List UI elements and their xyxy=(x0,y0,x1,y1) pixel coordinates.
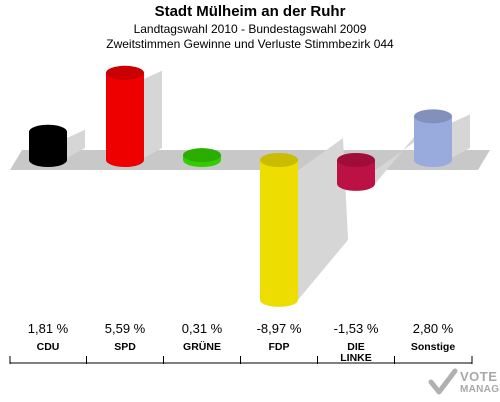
value-label-sonstige: 2,80 % xyxy=(413,321,454,336)
bar-body-sonstige xyxy=(414,116,452,160)
logo-text-vote: VOTE xyxy=(460,369,498,384)
bar-cdu xyxy=(29,124,67,167)
bar-bottom-cap-spd xyxy=(106,153,144,167)
category-label-spd: SPD xyxy=(114,341,136,353)
value-label-grüne: 0,31 % xyxy=(182,321,223,336)
category-label-die-linke-2: LINKE xyxy=(340,352,372,364)
bar-bottom-cap-die-linke xyxy=(337,176,375,191)
chart-subtitle-district: Zweitstimmen Gewinne und Verluste Stimmb… xyxy=(106,37,394,51)
bar-shadow-cdu xyxy=(63,129,85,160)
logo-text-manager: MANAGER xyxy=(460,384,500,395)
bar-body-spd xyxy=(106,72,144,160)
bar-shadow-sonstige xyxy=(448,114,470,160)
bar-die-linke xyxy=(337,153,375,191)
votemanager-check-icon xyxy=(428,368,458,395)
category-label-fdp: FDP xyxy=(269,341,290,353)
bar-grüne xyxy=(183,148,221,167)
category-label-grüne: GRÜNE xyxy=(183,340,221,353)
bar-top-cap-fdp xyxy=(260,153,298,167)
bar-bottom-cap-fdp xyxy=(260,292,298,307)
category-label-cdu: CDU xyxy=(37,341,60,353)
bar-bottom-cap-sonstige xyxy=(414,153,452,167)
category-label-sonstige: Sonstige xyxy=(411,341,455,353)
bar-shadow-spd xyxy=(140,70,162,160)
category-label-die-linke-1: DIE xyxy=(347,341,365,353)
votemanager-logo: VOTE MANAGER xyxy=(428,367,500,400)
bar-shadow-fdp xyxy=(296,138,348,300)
value-label-spd: 5,59 % xyxy=(105,321,146,336)
bar-top-cap-grüne xyxy=(183,148,221,163)
bar-top-cap-die-linke xyxy=(337,153,375,167)
bar-bottom-cap-cdu xyxy=(29,153,67,167)
bar-fdp xyxy=(260,153,298,307)
chart-subtitle-elections: Landtagswahl 2010 - Bundestagswahl 2009 xyxy=(133,22,367,36)
value-label-die-linke: -1,53 % xyxy=(334,321,379,336)
value-label-fdp: -8,97 % xyxy=(257,321,302,336)
value-label-cdu: 1,81 % xyxy=(28,321,69,336)
bar-sonstige xyxy=(414,109,452,167)
chart-title: Stadt Mülheim an der Ruhr xyxy=(154,3,346,20)
bar-shadow-die-linke xyxy=(373,123,425,184)
bar-body-fdp xyxy=(260,160,298,300)
bar-top-cap-sonstige xyxy=(414,109,452,124)
bar-top-cap-spd xyxy=(106,65,144,80)
bar-top-cap-cdu xyxy=(29,124,67,139)
bar-spd xyxy=(106,65,144,167)
